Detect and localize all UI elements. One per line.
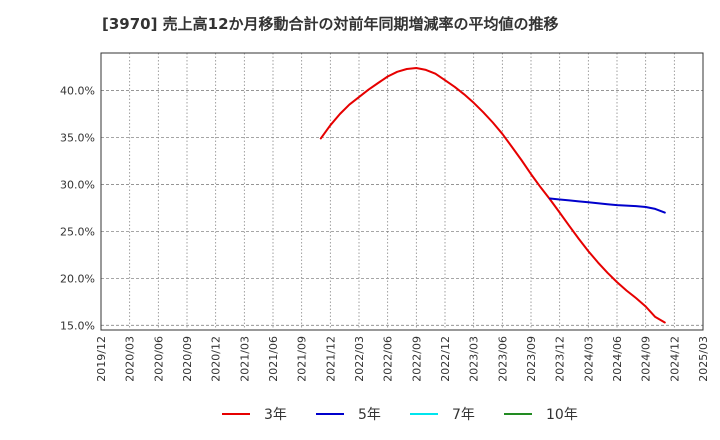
x-tick-label: 2024/03 xyxy=(582,336,595,382)
y-tick-label: 30.0% xyxy=(60,178,95,191)
legend-label-10年[interactable]: 10年 xyxy=(546,407,578,423)
x-tick-label: 2023/06 xyxy=(496,336,509,382)
x-tick-label: 2020/03 xyxy=(124,336,137,382)
y-tick-label: 20.0% xyxy=(60,272,95,285)
x-tick-label: 2020/12 xyxy=(210,336,223,382)
legend[interactable]: 3年 5年 7年 10年 xyxy=(222,407,578,423)
y-tick-label: 25.0% xyxy=(60,225,95,238)
series-layer xyxy=(319,67,666,324)
series-line-5年 xyxy=(549,197,666,214)
x-tick-label: 2024/06 xyxy=(611,336,624,382)
legend-label-3年[interactable]: 3年 xyxy=(264,407,287,423)
x-axis: 2019/12 2020/03 2020/06 2020/09 2020/12 2021/… xyxy=(95,336,710,382)
y-tick-label: 40.0% xyxy=(60,85,95,98)
series-line-3年 xyxy=(319,67,666,324)
x-tick-label: 2025/03 xyxy=(697,336,710,382)
x-tick-label: 2022/03 xyxy=(353,336,366,382)
legend-label-7年[interactable]: 7年 xyxy=(452,407,475,423)
x-tick-label: 2021/09 xyxy=(296,336,309,382)
grid xyxy=(101,53,703,330)
x-tick-label: 2019/12 xyxy=(95,336,108,382)
y-axis: 15.0% 20.0% 25.0% 30.0% 35.0% 40.0% xyxy=(60,85,95,333)
x-tick-label: 2021/12 xyxy=(324,336,337,382)
x-tick-label: 2024/12 xyxy=(668,336,681,382)
y-tick-label: 35.0% xyxy=(60,132,95,145)
x-tick-label: 2023/09 xyxy=(525,336,538,382)
legend-label-5年[interactable]: 5年 xyxy=(358,407,381,423)
x-tick-label: 2022/06 xyxy=(382,336,395,382)
x-tick-label: 2022/09 xyxy=(410,336,423,382)
chart-title: [3970] 売上高12か月移動合計の対前年同期増減率の平均値の推移 xyxy=(102,15,559,33)
x-tick-label: 2022/12 xyxy=(439,336,452,382)
x-tick-label: 2021/06 xyxy=(267,336,280,382)
x-tick-label: 2024/09 xyxy=(640,336,653,382)
plot-background xyxy=(101,53,703,330)
x-tick-label: 2023/12 xyxy=(554,336,567,382)
x-tick-label: 2021/03 xyxy=(238,336,251,382)
x-tick-label: 2020/06 xyxy=(152,336,165,382)
y-tick-label: 15.0% xyxy=(60,319,95,332)
plot-frame xyxy=(100,52,704,331)
x-tick-label: 2023/03 xyxy=(468,336,481,382)
x-tick-label: 2020/09 xyxy=(181,336,194,382)
